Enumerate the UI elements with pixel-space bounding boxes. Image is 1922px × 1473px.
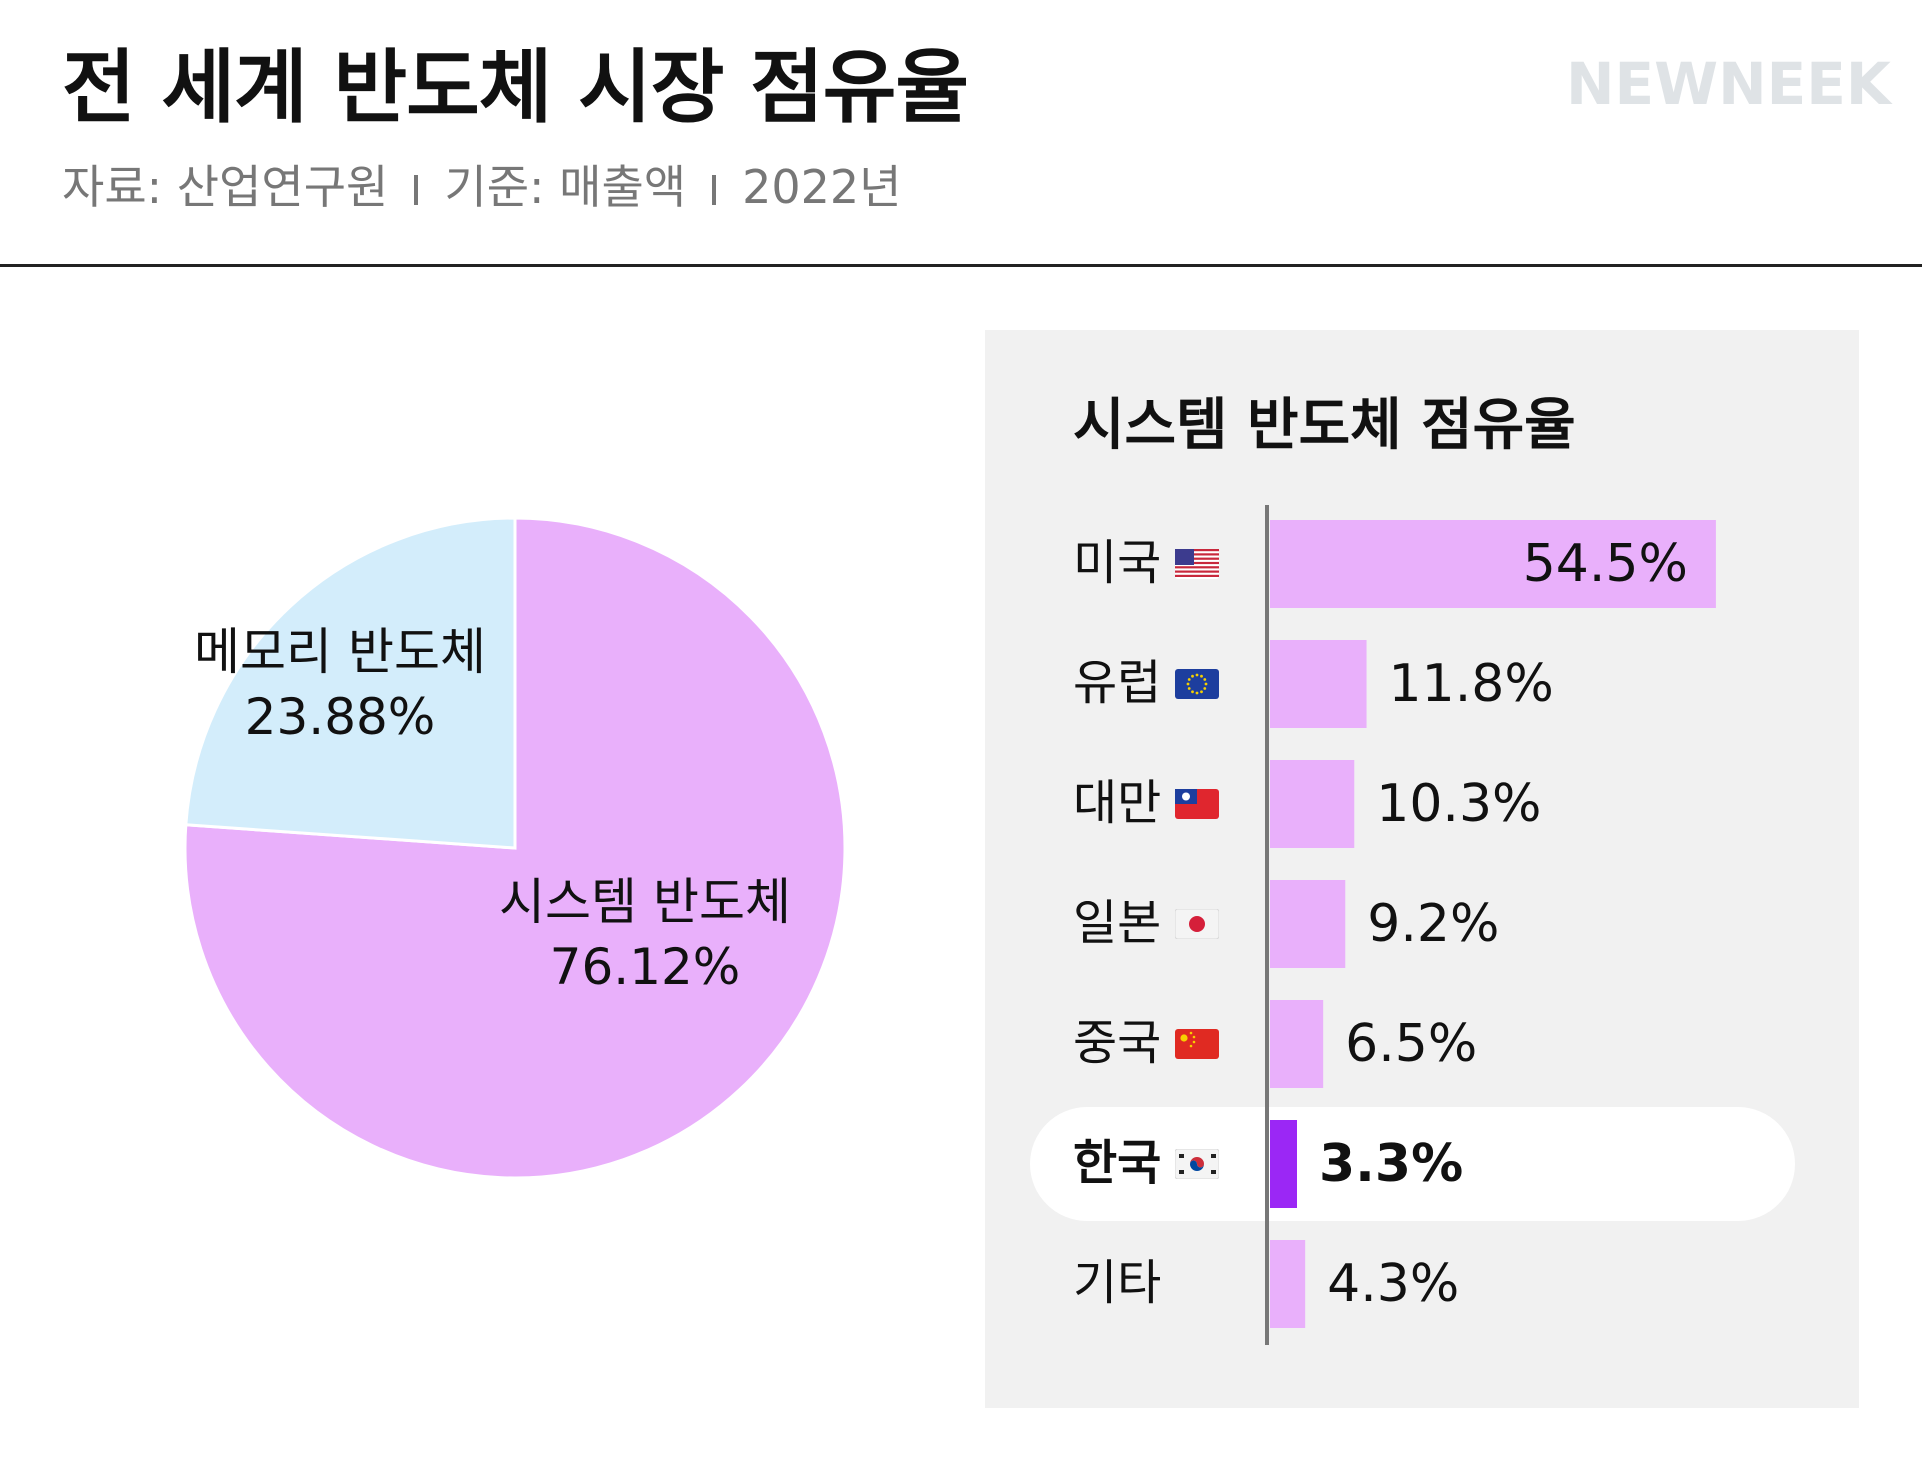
value-label: 3.3% <box>1319 1134 1464 1194</box>
bar-chart-title: 시스템 반도체 점유율 <box>1073 393 1576 458</box>
brand-logo: NEWNEEK <box>1566 50 1891 118</box>
category-label: 일본 <box>1073 895 1162 951</box>
bar-chart-panel: 시스템 반도체 점유율 미국 54.5% 유럽 11.8% 대만 10.3% 일본 9.2% 중… <box>985 330 1859 1408</box>
bar-0 <box>1270 520 1716 608</box>
header-divider <box>0 264 1922 267</box>
japan-flag-icon <box>1175 909 1219 939</box>
eu-flag-icon <box>1175 669 1219 699</box>
pie-label-system: 시스템 반도체 76.12% <box>465 870 825 1000</box>
us-flag-icon <box>1175 549 1219 579</box>
pie-slice-name: 시스템 반도체 <box>499 873 791 931</box>
value-label: 10.3% <box>1376 774 1542 834</box>
value-label: 9.2% <box>1367 894 1500 954</box>
pie-slice-name: 메모리 반도체 <box>194 623 486 681</box>
bar-3 <box>1270 880 1346 968</box>
category-label: 한국 <box>1073 1135 1162 1191</box>
value-label: 54.5% <box>1522 534 1688 594</box>
pie-slice-value: 23.88% <box>244 688 436 746</box>
year-text: 2022년 <box>742 160 902 214</box>
bar-1 <box>1270 640 1367 728</box>
separator <box>712 175 717 205</box>
source-text: 자료: 산업연구원 <box>62 160 389 214</box>
bar-2 <box>1270 760 1355 848</box>
value-label: 11.8% <box>1388 654 1554 714</box>
pie-slice-value: 76.12% <box>549 938 741 996</box>
value-label: 4.3% <box>1327 1254 1460 1314</box>
bar-chart-svg <box>1030 505 1795 1345</box>
pie-slice-memory <box>184 516 517 850</box>
bar-5 <box>1270 1120 1297 1208</box>
bar-4 <box>1270 1000 1324 1088</box>
subtitle: 자료: 산업연구원 기준: 매출액 2022년 <box>62 160 902 215</box>
category-label: 유럽 <box>1073 655 1162 711</box>
highlight-row-background <box>1030 1107 1795 1221</box>
taiwan-flag-icon <box>1175 789 1219 819</box>
category-label: 중국 <box>1073 1015 1162 1071</box>
korea-flag-icon <box>1175 1149 1219 1179</box>
category-label: 기타 <box>1073 1255 1162 1311</box>
page-title: 전 세계 반도체 시장 점유율 <box>62 41 969 134</box>
pie-chart: 시스템 반도체 76.12% 메모리 반도체 23.88% <box>0 270 980 1469</box>
basis-text: 기준: 매출액 <box>444 160 687 214</box>
category-label: 미국 <box>1073 535 1162 591</box>
china-flag-icon <box>1175 1029 1219 1059</box>
category-label: 대만 <box>1073 775 1162 831</box>
bar-6 <box>1270 1240 1306 1328</box>
separator <box>414 175 419 205</box>
pie-chart-svg <box>183 516 847 1180</box>
value-label: 6.5% <box>1345 1014 1478 1074</box>
pie-label-memory: 메모리 반도체 23.88% <box>145 620 535 750</box>
